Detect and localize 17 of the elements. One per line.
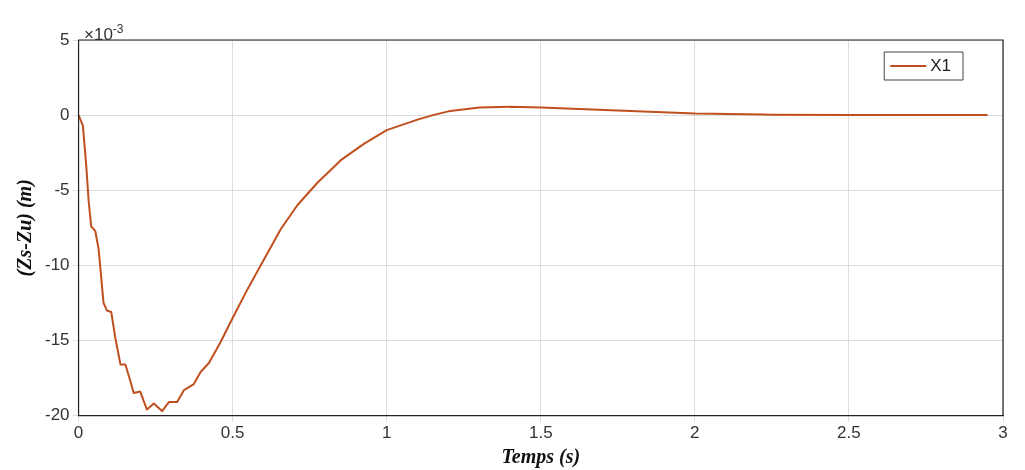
x-tick-label: 3: [998, 423, 1008, 443]
y-tick-label: -20: [44, 405, 70, 425]
x-tick-label: 0: [73, 423, 84, 443]
legend-label: X1: [930, 55, 951, 75]
y-axis-title: (Zs-Zu) (m): [13, 179, 37, 277]
y-tick-label: -5: [54, 179, 70, 199]
y-tick-label: 0: [60, 104, 70, 124]
y-tick-label: -15: [44, 330, 70, 350]
x-tick-label: 2: [690, 423, 700, 443]
x-tick-label: 1.5: [528, 423, 553, 443]
x-tick-label: 1: [381, 423, 392, 443]
y-tick-label: 5: [60, 29, 70, 49]
annotation: ×10$^{-3}$: [84, 22, 124, 45]
x-axis-title: Temps (s): [501, 445, 581, 469]
x-tick-label: 0.5: [220, 423, 245, 443]
x-tick-label: 2.5: [837, 423, 861, 443]
y-tick-label: -10: [44, 255, 70, 275]
